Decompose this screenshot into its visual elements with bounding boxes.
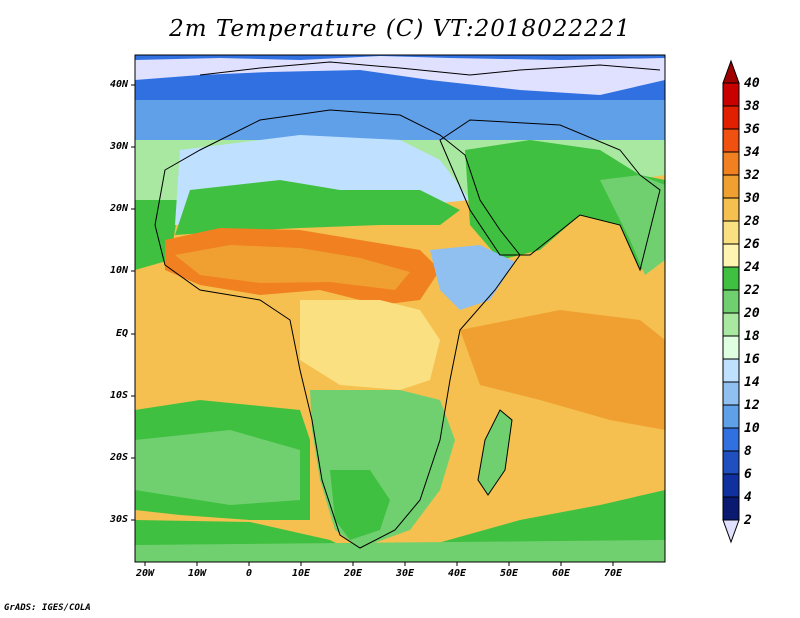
- lon-label-40e: 40E: [447, 568, 467, 579]
- lat-label-eq: EQ: [115, 328, 128, 339]
- colorbar-label-22: 22: [744, 283, 760, 298]
- lat-ticks: [131, 84, 135, 521]
- lat-label-20n: 20N: [109, 203, 128, 214]
- colorbar-swatch: [722, 404, 740, 429]
- colorbar-label-16: 16: [744, 352, 760, 367]
- lon-label-10w: 10W: [187, 568, 207, 579]
- colorbar-swatch: [722, 450, 740, 475]
- sahel-green: [175, 180, 460, 235]
- colorbar-label-12: 12: [744, 398, 760, 413]
- lon-label-70e: 70E: [603, 568, 623, 579]
- colorbar-label-10: 10: [744, 421, 760, 436]
- lon-label-20e: 20E: [343, 568, 363, 579]
- colorbar-label-24: 24: [744, 260, 760, 275]
- colorbar-swatch: [722, 174, 740, 199]
- lat-label-10n: 10N: [109, 265, 128, 276]
- lon-ticks: [144, 562, 614, 566]
- colorbar-label-28: 28: [744, 214, 760, 229]
- lon-label-60e: 60E: [551, 568, 571, 579]
- lon-label-50e: 50E: [499, 568, 519, 579]
- lat-label-40n: 40N: [109, 79, 128, 90]
- colorbar-label-36: 36: [744, 122, 760, 137]
- colorbar-label-32: 32: [744, 168, 760, 183]
- temperature-field: [135, 55, 665, 562]
- colorbar-swatch: [722, 243, 740, 268]
- grads-credit: GrADS: IGES/COLA: [4, 603, 91, 613]
- colorbar-label-26: 26: [744, 237, 760, 252]
- colorbar-swatch: [722, 335, 740, 360]
- arabia-green: [465, 140, 665, 270]
- colorbar-swatch: [722, 358, 740, 383]
- colorbar-swatch: [722, 220, 740, 245]
- colorbar-swatch: [722, 427, 740, 452]
- india-green: [600, 175, 665, 275]
- colorbar-swatch: [722, 312, 740, 337]
- colorbar-top-arrow: [722, 59, 740, 84]
- indian-ocean-warm: [460, 310, 665, 430]
- colorbar-label-30: 30: [744, 191, 760, 206]
- colorbar-label-40: 40: [744, 76, 760, 91]
- equatorial-band: [300, 300, 440, 390]
- colorbar-swatch: [722, 266, 740, 291]
- colorbar-swatch: [722, 197, 740, 222]
- colorbar-label-6: 6: [744, 467, 752, 482]
- kalahari-green: [330, 470, 390, 540]
- south-atlantic-light: [135, 430, 300, 505]
- colorbar-label-20: 20: [744, 306, 760, 321]
- colorbar-label-8: 8: [744, 444, 752, 459]
- colorbar-label-14: 14: [744, 375, 760, 390]
- colorbar-label-2: 2: [744, 513, 752, 528]
- colorbar-label-34: 34: [744, 145, 760, 160]
- map-frame: [134, 54, 666, 563]
- colorbar-swatch: [722, 151, 740, 176]
- colorbar-swatch: [722, 289, 740, 314]
- sahel-warm: [175, 245, 410, 290]
- arabia-india-coastline: [439, 119, 661, 272]
- africa-coastline: [154, 109, 521, 549]
- colorbar-label-4: 4: [744, 490, 752, 505]
- lon-label-30e: 30E: [395, 568, 415, 579]
- colorbar-bottom-arrow: [722, 519, 740, 544]
- colorbar-label-38: 38: [744, 99, 760, 114]
- colorbar-swatch: [722, 105, 740, 130]
- lon-label-20w: 20W: [135, 568, 155, 579]
- madagascar-coastline: [477, 409, 513, 496]
- colorbar-swatch: [722, 496, 740, 521]
- colorbar-label-18: 18: [744, 329, 760, 344]
- map-title: 2m Temperature (C) VT:2018022221: [169, 16, 631, 42]
- lon-label-0: 0: [245, 568, 253, 579]
- lat-label-10s: 10S: [109, 390, 128, 401]
- europe-coastline: [199, 61, 661, 76]
- colorbar-swatch: [722, 128, 740, 153]
- colorbar-swatch: [722, 473, 740, 498]
- southern-ocean-cool: [135, 540, 665, 562]
- lon-label-10e: 10E: [291, 568, 311, 579]
- north-cool-band: [135, 100, 665, 140]
- lat-label-20s: 20S: [109, 452, 128, 463]
- ethiopia-cool: [430, 245, 515, 310]
- europe-cold: [135, 56, 665, 95]
- colorbar-swatch: [722, 381, 740, 406]
- madagascar: [478, 410, 512, 495]
- colorbar: [722, 59, 740, 544]
- colorbar-swatch: [722, 82, 740, 107]
- lat-label-30s: 30S: [109, 514, 128, 525]
- lat-label-30n: 30N: [109, 141, 128, 152]
